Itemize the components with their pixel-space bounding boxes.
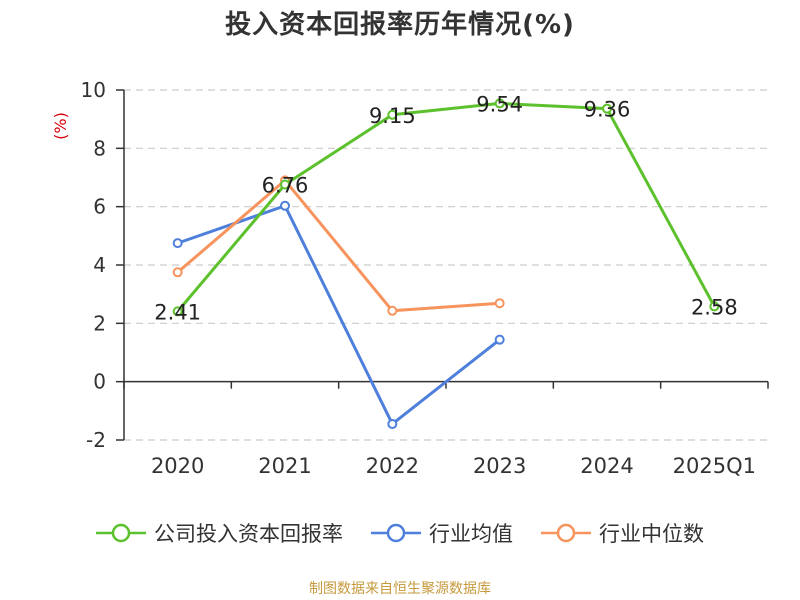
data-point	[387, 418, 398, 429]
data-point	[494, 298, 505, 309]
data-point	[387, 305, 398, 316]
x-tick-label: 2021	[258, 454, 311, 478]
series-line	[176, 101, 716, 313]
y-tick-label: 0	[93, 370, 106, 394]
x-tick-label: 2023	[473, 454, 526, 478]
data-point	[280, 200, 290, 211]
data-point	[602, 103, 612, 114]
legend-line-marker-icon	[96, 522, 146, 544]
y-tick-label: 6	[93, 195, 106, 219]
data-point	[280, 179, 290, 190]
data-point	[709, 301, 720, 312]
x-tick-label: 2024	[580, 454, 633, 478]
legend-item-industry-median[interactable]: 行业中位数	[541, 518, 704, 548]
x-tick-label: 2025Q1	[673, 454, 756, 478]
data-label: 9.54	[476, 92, 523, 116]
data-label: 9.36	[584, 98, 631, 122]
x-tick-label: 2022	[366, 454, 419, 478]
y-axis-label: (%)	[51, 112, 70, 140]
data-point	[172, 306, 183, 317]
series-line	[177, 204, 501, 426]
legend: 公司投入资本回报率 行业均值 行业中位数	[0, 518, 800, 548]
legend-label: 公司投入资本回报率	[154, 522, 343, 546]
y-tick-label: -2	[86, 428, 106, 452]
chart-title: 投入资本回报率历年情况(%)	[225, 10, 575, 40]
data-source-note: 制图数据来自恒生聚源数据库	[309, 581, 491, 597]
y-tick-label: 4	[93, 253, 106, 277]
legend-label: 行业均值	[429, 522, 513, 546]
y-tick-label: 10	[81, 78, 106, 102]
legend-item-industry-mean[interactable]: 行业均值	[371, 518, 513, 548]
x-tick-label: 2020	[151, 454, 204, 478]
legend-line-marker-icon	[541, 522, 591, 544]
legend-label: 行业中位数	[599, 522, 704, 546]
data-point	[494, 98, 505, 109]
data-label: 9.15	[369, 104, 416, 128]
data-point	[172, 238, 183, 249]
data-label: 2.41	[154, 300, 201, 324]
data-label: 2.58	[691, 295, 738, 319]
legend-item-company-roic[interactable]: 公司投入资本回报率	[96, 518, 343, 548]
data-label: 6.76	[262, 174, 309, 198]
line-chart: -2 0 2 4 6 8 10 (%) 2020 2021 2022 2023 2024 2025Q1 2.…	[51, 78, 769, 478]
data-point	[387, 109, 398, 120]
data-point	[494, 334, 505, 345]
data-point	[172, 267, 183, 278]
y-tick-label: 8	[93, 136, 106, 160]
y-tick-label: 2	[93, 311, 106, 335]
series-line	[176, 178, 500, 313]
legend-line-marker-icon	[371, 522, 421, 544]
